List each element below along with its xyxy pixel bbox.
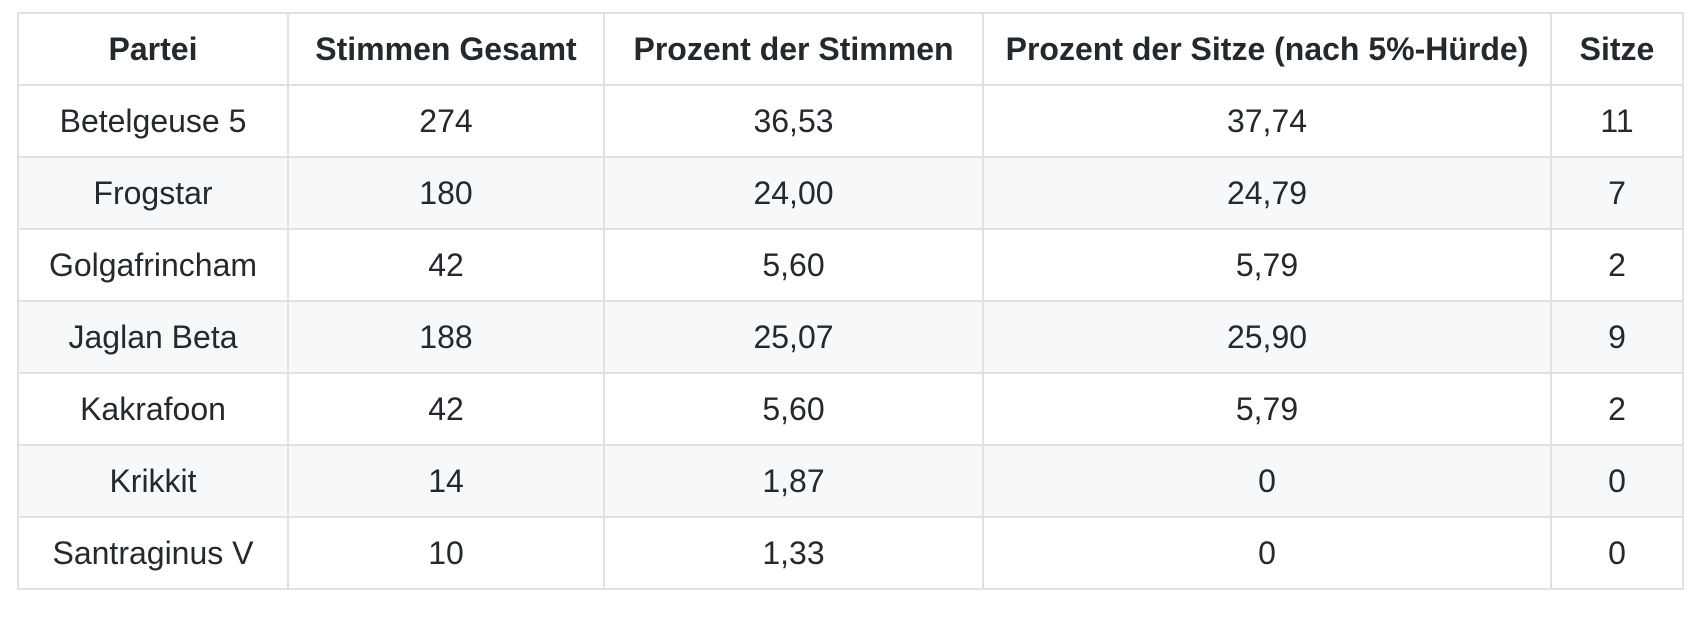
cell-partei: Krikkit bbox=[17, 444, 289, 518]
cell-partei: Santraginus V bbox=[17, 516, 289, 590]
cell-sitze: 11 bbox=[1550, 84, 1684, 158]
cell-prozent-sitze: 5,79 bbox=[982, 228, 1552, 302]
table-row-jaglan-beta: Jaglan Beta 188 25,07 25,90 9 bbox=[17, 300, 1684, 374]
column-header-sitze: Sitze bbox=[1550, 12, 1684, 86]
cell-prozent-sitze: 25,90 bbox=[982, 300, 1552, 374]
cell-prozent-stimmen: 5,60 bbox=[603, 228, 984, 302]
cell-sitze: 0 bbox=[1550, 516, 1684, 590]
cell-sitze: 9 bbox=[1550, 300, 1684, 374]
cell-prozent-stimmen: 36,53 bbox=[603, 84, 984, 158]
cell-sitze: 2 bbox=[1550, 228, 1684, 302]
cell-partei: Frogstar bbox=[17, 156, 289, 230]
cell-prozent-stimmen: 1,87 bbox=[603, 444, 984, 518]
cell-stimmen: 42 bbox=[287, 372, 605, 446]
cell-prozent-stimmen: 24,00 bbox=[603, 156, 984, 230]
cell-partei: Betelgeuse 5 bbox=[17, 84, 289, 158]
cell-prozent-sitze: 24,79 bbox=[982, 156, 1552, 230]
header-row: Partei Stimmen Gesamt Prozent der Stimme… bbox=[17, 12, 1684, 86]
column-header-prozent-der-stimmen: Prozent der Stimmen bbox=[603, 12, 984, 86]
cell-sitze: 0 bbox=[1550, 444, 1684, 518]
table-row-santraginus-v: Santraginus V 10 1,33 0 0 bbox=[17, 516, 1684, 590]
cell-prozent-sitze: 37,74 bbox=[982, 84, 1552, 158]
cell-stimmen: 42 bbox=[287, 228, 605, 302]
cell-partei: Kakrafoon bbox=[17, 372, 289, 446]
column-header-partei: Partei bbox=[17, 12, 289, 86]
cell-partei: Jaglan Beta bbox=[17, 300, 289, 374]
table-row-kakrafoon: Kakrafoon 42 5,60 5,79 2 bbox=[17, 372, 1684, 446]
cell-sitze: 7 bbox=[1550, 156, 1684, 230]
cell-sitze: 2 bbox=[1550, 372, 1684, 446]
cell-stimmen: 10 bbox=[287, 516, 605, 590]
cell-prozent-stimmen: 25,07 bbox=[603, 300, 984, 374]
cell-stimmen: 188 bbox=[287, 300, 605, 374]
cell-stimmen: 14 bbox=[287, 444, 605, 518]
table-row-betelgeuse-5: Betelgeuse 5 274 36,53 37,74 11 bbox=[17, 84, 1684, 158]
cell-prozent-stimmen: 5,60 bbox=[603, 372, 984, 446]
column-header-prozent-der-sitze: Prozent der Sitze (nach 5%-Hürde) bbox=[982, 12, 1552, 86]
cell-prozent-stimmen: 1,33 bbox=[603, 516, 984, 590]
cell-prozent-sitze: 0 bbox=[982, 444, 1552, 518]
column-header-stimmen-gesamt: Stimmen Gesamt bbox=[287, 12, 605, 86]
cell-prozent-sitze: 5,79 bbox=[982, 372, 1552, 446]
cell-prozent-sitze: 0 bbox=[982, 516, 1552, 590]
cell-stimmen: 274 bbox=[287, 84, 605, 158]
cell-partei: Golgafrincham bbox=[17, 228, 289, 302]
cell-stimmen: 180 bbox=[287, 156, 605, 230]
table-row-krikkit: Krikkit 14 1,87 0 0 bbox=[17, 444, 1684, 518]
table-row-frogstar: Frogstar 180 24,00 24,79 7 bbox=[17, 156, 1684, 230]
table-row-golgafrincham: Golgafrincham 42 5,60 5,79 2 bbox=[17, 228, 1684, 302]
election-results-table: Partei Stimmen Gesamt Prozent der Stimme… bbox=[17, 12, 1684, 590]
